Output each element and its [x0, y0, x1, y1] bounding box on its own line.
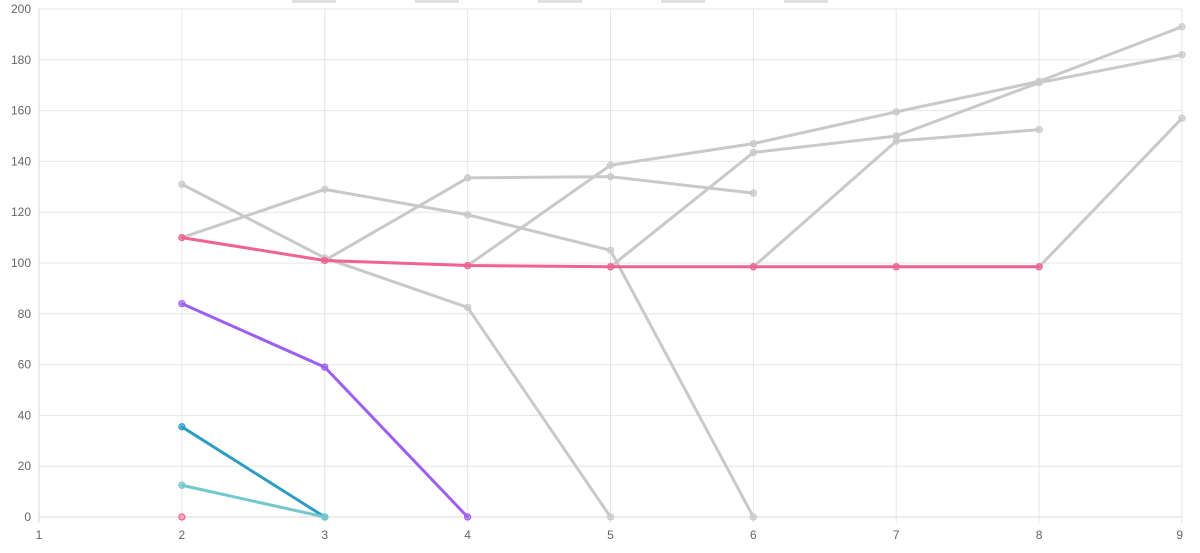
series-9 — [178, 423, 329, 521]
data-point[interactable] — [463, 261, 472, 270]
x-tick-label: 4 — [464, 528, 471, 542]
data-point[interactable] — [749, 189, 758, 197]
x-tick-label: 1 — [36, 528, 43, 542]
series-line — [180, 187, 755, 519]
x-tick-label: 9 — [1176, 528, 1183, 542]
y-tick-label: 80 — [18, 307, 32, 321]
data-point[interactable] — [749, 513, 758, 521]
y-tick-label: 20 — [18, 459, 32, 473]
x-tick-label: 7 — [893, 528, 900, 542]
data-point[interactable] — [178, 299, 186, 308]
data-point[interactable] — [1035, 125, 1043, 134]
y-tick-label: 0 — [24, 510, 31, 524]
data-point[interactable] — [1178, 51, 1186, 59]
series-line — [180, 236, 1041, 269]
y-tick-label: 60 — [18, 358, 32, 372]
series-line — [180, 182, 612, 519]
series-layer — [178, 23, 1186, 521]
data-point[interactable] — [178, 233, 186, 242]
data-point[interactable] — [463, 513, 472, 521]
y-tick-label: 140 — [11, 154, 31, 168]
x-tick-label: 2 — [179, 528, 186, 542]
legend-swatch[interactable] — [784, 0, 828, 3]
y-tick-label: 200 — [11, 2, 31, 16]
data-point[interactable] — [1035, 79, 1043, 87]
series-0 — [178, 180, 615, 521]
series-3 — [463, 23, 1186, 270]
series-line — [180, 302, 470, 519]
data-point[interactable] — [892, 132, 900, 140]
data-point[interactable] — [892, 108, 900, 116]
data-point[interactable] — [606, 513, 615, 521]
series-line — [180, 483, 327, 519]
series-11 — [178, 513, 186, 521]
data-point[interactable] — [606, 263, 615, 271]
series-line — [323, 175, 755, 262]
y-tick-label: 100 — [11, 256, 31, 270]
legend-swatch[interactable] — [538, 0, 582, 3]
data-point[interactable] — [606, 161, 615, 169]
data-point[interactable] — [749, 139, 758, 148]
data-point[interactable] — [178, 481, 186, 489]
data-point[interactable] — [178, 180, 186, 188]
x-tick-label: 5 — [607, 528, 614, 542]
data-point[interactable] — [749, 263, 758, 271]
data-point[interactable] — [606, 172, 615, 181]
data-point[interactable] — [178, 513, 186, 521]
series-10 — [178, 481, 329, 521]
data-point[interactable] — [321, 363, 329, 371]
series-1 — [178, 185, 758, 521]
y-tick-label: 40 — [18, 408, 32, 422]
y-axis-ticks: 0 20 40 60 80 100 120 140 160 180 200 — [11, 2, 31, 524]
data-point[interactable] — [463, 303, 472, 312]
series-line — [466, 25, 1184, 268]
x-tick-label: 6 — [750, 528, 757, 542]
data-point[interactable] — [892, 263, 900, 271]
data-point[interactable] — [463, 174, 472, 182]
series-8 — [178, 299, 472, 521]
x-axis-ticks: 1 2 3 4 5 6 7 8 9 — [36, 528, 1184, 542]
data-point[interactable] — [749, 148, 758, 157]
y-tick-label: 180 — [11, 53, 31, 67]
data-point[interactable] — [178, 423, 186, 431]
series-line — [609, 53, 1184, 269]
y-tick-label: 120 — [11, 205, 31, 219]
data-point[interactable] — [1178, 23, 1186, 31]
legend-swatch[interactable] — [415, 0, 459, 3]
data-point[interactable] — [321, 256, 329, 265]
data-point[interactable] — [463, 211, 472, 219]
x-tick-label: 8 — [1036, 528, 1043, 542]
data-point[interactable] — [321, 185, 329, 193]
data-point[interactable] — [1178, 114, 1186, 122]
series-4 — [606, 51, 1186, 271]
legend-swatch[interactable] — [661, 0, 705, 3]
data-point[interactable] — [892, 137, 900, 145]
data-point[interactable] — [606, 246, 615, 254]
y-tick-label: 160 — [11, 104, 31, 118]
series-2 — [321, 172, 758, 265]
series-7 — [178, 233, 1043, 271]
series-line — [751, 128, 1041, 269]
series-line — [180, 425, 327, 519]
x-tick-label: 3 — [321, 528, 328, 542]
data-point[interactable] — [1035, 263, 1043, 271]
series-5 — [749, 125, 1043, 271]
data-point[interactable] — [321, 513, 329, 521]
legend[interactable] — [292, 0, 828, 3]
legend-swatch[interactable] — [292, 0, 336, 3]
